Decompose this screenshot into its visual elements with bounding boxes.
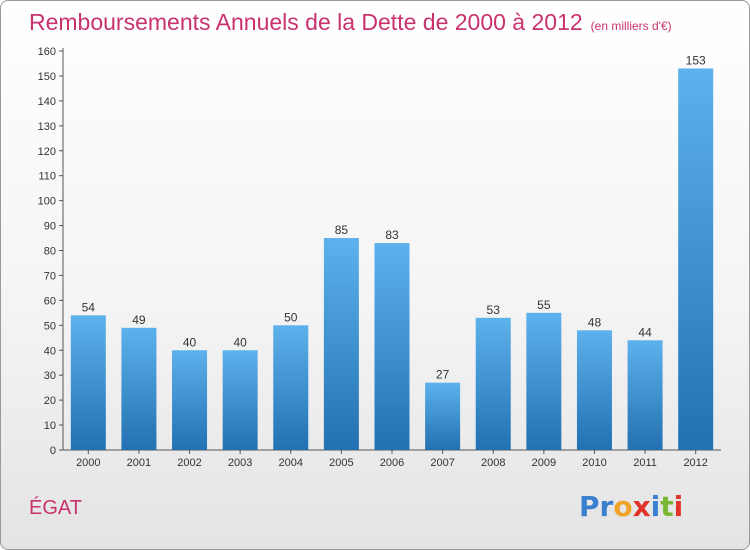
y-tick-label: 80: [44, 246, 56, 258]
logo-letter: t: [660, 490, 674, 523]
y-tick-label: 160: [38, 46, 56, 58]
bar: [222, 350, 258, 450]
commune-name: ÉGAT: [29, 497, 82, 519]
y-tick-label: 130: [38, 121, 56, 133]
bar-value-label: 85: [335, 223, 349, 237]
bar: [425, 382, 461, 450]
bar: [627, 340, 663, 450]
x-tick-label: 2007: [430, 457, 454, 469]
x-tick-label: 2004: [279, 457, 303, 469]
y-tick-label: 60: [44, 295, 56, 307]
logo-letter: i: [650, 490, 661, 523]
bar-value-label: 55: [537, 298, 551, 312]
bar-value-label: 40: [183, 335, 197, 349]
y-tick-label: 120: [38, 146, 56, 158]
bar: [374, 243, 410, 450]
y-tick-label: 70: [44, 270, 56, 282]
y-tick-label: 20: [44, 395, 56, 407]
bar: [70, 315, 106, 450]
bar-value-label: 40: [233, 335, 247, 349]
x-tick-label: 2011: [633, 457, 657, 469]
bar: [678, 68, 714, 451]
bar: [273, 325, 309, 450]
y-tick-label: 0: [50, 445, 56, 457]
y-tick-label: 30: [44, 370, 56, 382]
x-tick-label: 2012: [683, 457, 707, 469]
proxiti-logo: Proxiti: [579, 490, 683, 523]
x-tick-label: 2005: [329, 457, 353, 469]
logo-letter: P: [579, 490, 600, 523]
logo-letter: o: [613, 490, 633, 523]
y-tick-label: 50: [44, 320, 56, 332]
x-tick-label: 2006: [380, 457, 404, 469]
y-tick-label: 150: [38, 71, 56, 83]
bar-value-label: 54: [82, 300, 96, 314]
x-tick-label: 2010: [582, 457, 606, 469]
bar-value-label: 53: [487, 303, 501, 317]
bar: [576, 330, 612, 450]
bar-value-label: 27: [436, 368, 450, 382]
bar-value-label: 153: [686, 53, 706, 67]
y-tick-label: 90: [44, 221, 56, 233]
bar: [475, 317, 511, 450]
y-tick-label: 110: [38, 171, 56, 183]
y-tick-label: 100: [38, 196, 56, 208]
x-tick-label: 2003: [228, 457, 252, 469]
bar: [323, 238, 359, 450]
bar: [172, 350, 208, 450]
chart-title-text: Remboursements Annuels de la Dette de 20…: [29, 9, 583, 35]
chart-title: Remboursements Annuels de la Dette de 20…: [29, 9, 672, 36]
bar: [121, 327, 157, 450]
x-tick-label: 2009: [532, 457, 556, 469]
bar-value-label: 49: [132, 313, 146, 327]
logo-letter: i: [673, 490, 684, 523]
logo-letter: x: [632, 490, 651, 523]
bar: [526, 312, 562, 450]
x-tick-label: 2002: [177, 457, 201, 469]
chart-subtitle: (en milliers d'€): [590, 19, 672, 33]
y-tick-label: 140: [38, 96, 56, 108]
bar-value-label: 44: [638, 325, 652, 339]
logo-letter: r: [599, 490, 614, 523]
y-tick-label: 10: [44, 420, 56, 432]
x-tick-label: 2008: [481, 457, 505, 469]
bar-value-label: 50: [284, 310, 298, 324]
bar-value-label: 83: [385, 228, 399, 242]
x-tick-label: 2000: [76, 457, 100, 469]
y-tick-label: 40: [44, 345, 56, 357]
x-tick-label: 2001: [127, 457, 151, 469]
bar-value-label: 48: [588, 315, 602, 329]
